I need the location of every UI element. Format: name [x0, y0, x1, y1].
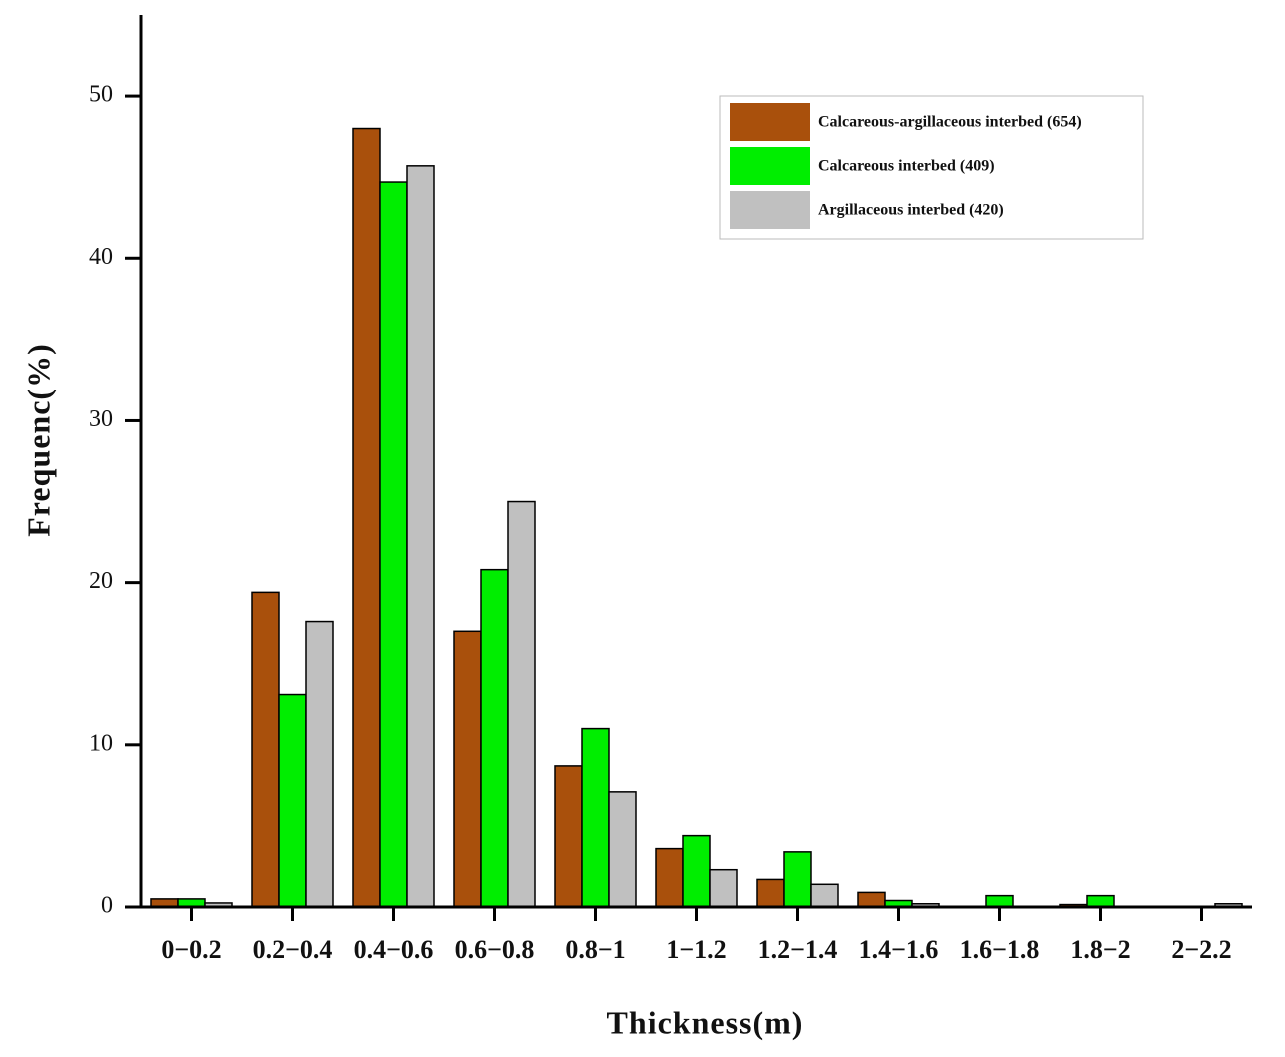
bar [756, 878, 785, 908]
bar [406, 165, 435, 908]
legend-label: Argillaceous interbed (420) [818, 202, 1004, 219]
y-tick-label: 20 [89, 568, 113, 594]
bar [810, 883, 839, 908]
y-tick-label: 10 [89, 730, 113, 756]
bar [608, 791, 637, 908]
y-tick-label: 0 [101, 893, 113, 919]
bar [480, 568, 509, 908]
x-tick-label: 1.4−1.6 [859, 935, 939, 964]
legend-label: Calcareous interbed (409) [818, 158, 995, 175]
bar [453, 630, 482, 908]
bar [251, 591, 280, 908]
bar [783, 851, 812, 908]
bar [379, 181, 408, 908]
legend-swatch [730, 147, 810, 185]
x-tick-label: 1−1.2 [666, 935, 726, 964]
legend-swatch [730, 191, 810, 229]
bar [305, 620, 334, 908]
bar [507, 500, 536, 908]
legend-label: Calcareous-argillaceous interbed (654) [818, 114, 1082, 131]
bar [278, 693, 307, 908]
x-axis-title: Thickness(m) [607, 1004, 804, 1040]
x-tick-label: 0.8−1 [565, 935, 625, 964]
x-tick-label: 1.8−2 [1070, 935, 1130, 964]
y-axis-title: Frequenc(%) [20, 343, 56, 536]
legend-swatch [730, 103, 810, 141]
bar [1086, 894, 1115, 908]
y-tick-label: 40 [89, 244, 113, 270]
x-tick-label: 0.6−0.8 [455, 935, 535, 964]
bar [682, 834, 711, 908]
y-tick-label: 30 [89, 406, 113, 432]
bar [554, 765, 583, 908]
x-tick-label: 0.4−0.6 [354, 935, 434, 964]
bar [655, 847, 684, 908]
y-tick-label: 50 [89, 82, 113, 108]
x-tick-label: 0.2−0.4 [253, 935, 333, 964]
bar [352, 127, 381, 908]
x-tick-label: 0−0.2 [161, 935, 221, 964]
x-tick-label: 2−2.2 [1171, 935, 1231, 964]
bar [985, 894, 1014, 908]
bar [581, 727, 610, 908]
bar [709, 868, 738, 908]
x-tick-label: 1.6−1.8 [960, 935, 1040, 964]
x-tick-label: 1.2−1.4 [758, 935, 838, 964]
bar [857, 891, 886, 908]
